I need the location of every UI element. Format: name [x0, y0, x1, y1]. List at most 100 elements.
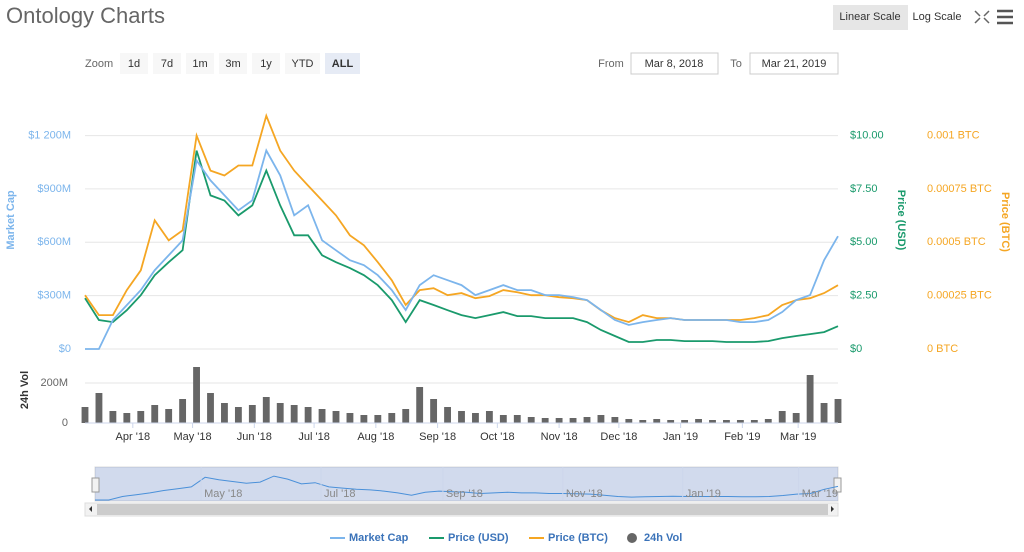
volume-bar: [430, 399, 438, 423]
volume-bar: [332, 411, 340, 423]
volume-bar: [667, 420, 675, 423]
volume-bar: [290, 405, 298, 423]
navigator-handle[interactable]: [91, 477, 100, 493]
volume-bar: [736, 420, 744, 423]
zoom-button-bg[interactable]: [186, 53, 214, 74]
y3-tick-label: 0.0005 BTC: [927, 236, 986, 248]
zoom-button[interactable]: 3m: [225, 58, 240, 70]
zoom-button-bg[interactable]: [153, 53, 181, 74]
volume-bar: [472, 413, 479, 423]
navigator-tick-label: Sep '18: [446, 488, 483, 500]
zoom-button-bg[interactable]: [252, 53, 280, 74]
volume-bar: [820, 403, 828, 423]
legend-label[interactable]: 24h Vol: [644, 532, 682, 544]
legend-label[interactable]: Price (USD): [448, 532, 509, 544]
zoom-label: Zoom: [85, 58, 113, 70]
x-tick-label: Apr '18: [116, 431, 151, 443]
zoom-button[interactable]: YTD: [292, 58, 314, 70]
volume-bar: [402, 409, 410, 423]
x-tick-label: Sep '18: [419, 431, 456, 443]
navigator-frame: [94, 466, 839, 502]
volume-bar: [569, 418, 577, 423]
navigator-handle[interactable]: [833, 477, 842, 493]
menu-icon[interactable]: [997, 9, 1013, 25]
volume-bar: [81, 407, 89, 423]
volume-bar: [221, 403, 228, 423]
volume-bar: [778, 411, 786, 423]
series-line: [85, 148, 839, 350]
navigator-tick-label: Mar '19: [802, 488, 838, 500]
zoom-button-bg[interactable]: [120, 53, 148, 74]
y2-axis-title: Price (USD): [895, 190, 907, 251]
navigator-selection[interactable]: [95, 467, 838, 501]
volume-bar: [193, 367, 200, 423]
y-tick-label: $0: [59, 343, 71, 355]
from-date: Mar 8, 2018: [645, 58, 704, 70]
volume-bar: [723, 420, 730, 423]
zoom-button[interactable]: 1y: [260, 58, 272, 70]
x-tick-label: Nov '18: [541, 431, 578, 443]
volume-bar: [248, 405, 256, 423]
y3-tick-label: 0 BTC: [927, 343, 958, 355]
scrollbar-thumb[interactable]: [97, 504, 828, 515]
volume-bar: [695, 419, 702, 423]
volume-bar: [639, 420, 647, 423]
volume-bar: [499, 415, 507, 423]
zoom-button[interactable]: 1m: [192, 58, 207, 70]
volume-bar: [527, 417, 535, 423]
legend-label[interactable]: Market Cap: [349, 532, 409, 544]
volume-bar: [416, 387, 424, 423]
scale-button[interactable]: Linear Scale: [839, 11, 900, 23]
volume-bar: [360, 415, 368, 423]
zoom-button-bg[interactable]: [325, 53, 360, 74]
x-tick-label: May '18: [173, 431, 211, 443]
to-input[interactable]: [749, 52, 839, 75]
volume-bar: [611, 417, 619, 423]
volume-bar: [262, 397, 270, 423]
y3-tick-label: 0.00025 BTC: [927, 290, 992, 302]
x-tick-label: Dec '18: [600, 431, 637, 443]
volume-tick-label: 0: [62, 417, 68, 429]
fullscreen-icon[interactable]: [974, 10, 990, 24]
x-tick-label: Aug '18: [357, 431, 394, 443]
volume-bar: [583, 417, 591, 423]
volume-bar: [597, 415, 605, 423]
volume-bar: [541, 418, 549, 423]
y3-tick-label: 0.001 BTC: [927, 130, 980, 142]
scale-button-bg: [833, 5, 908, 30]
volume-bar: [374, 415, 382, 423]
x-tick-label: Jun '18: [237, 431, 272, 443]
volume-bar: [109, 411, 117, 423]
volume-bar: [834, 399, 842, 423]
y3-tick-label: 0.00075 BTC: [927, 183, 992, 195]
volume-bar: [709, 420, 716, 423]
series-line: [84, 113, 839, 324]
volume-bar: [318, 409, 326, 423]
from-label: From: [598, 58, 624, 70]
volume-bar: [388, 413, 396, 423]
navigator-tick-label: Jan '19: [686, 488, 721, 500]
volume-bar: [276, 403, 284, 423]
volume-bar: [207, 393, 214, 423]
zoom-button[interactable]: 7d: [161, 58, 173, 70]
navigator-tick-label: May '18: [204, 488, 242, 500]
y2-tick-label: $5.00: [850, 236, 878, 248]
y-axis-title: Market Cap: [5, 190, 17, 250]
legend-label[interactable]: Price (BTC): [548, 532, 608, 544]
zoom-button-bg[interactable]: [285, 53, 320, 74]
volume-bar: [346, 413, 354, 423]
volume-bar: [458, 411, 465, 423]
zoom-button[interactable]: 1d: [128, 58, 140, 70]
legend-symbol: [627, 533, 637, 543]
volume-bar: [653, 419, 661, 423]
x-tick-label: Oct '18: [480, 431, 515, 443]
scale-button[interactable]: Log Scale: [913, 11, 962, 23]
volume-bar: [123, 413, 131, 423]
y-tick-label: $300M: [37, 290, 71, 302]
navigator-line: [95, 475, 839, 501]
zoom-button-bg[interactable]: [219, 53, 247, 74]
y2-tick-label: $10.00: [850, 130, 884, 142]
x-tick-label: Jan '19: [663, 431, 698, 443]
from-input[interactable]: [630, 52, 719, 75]
zoom-button[interactable]: ALL: [332, 58, 354, 70]
